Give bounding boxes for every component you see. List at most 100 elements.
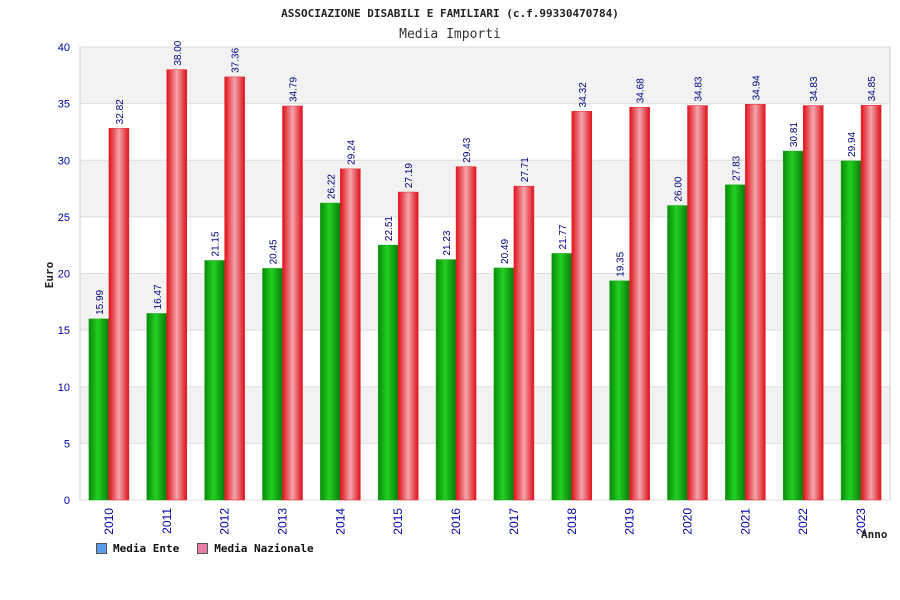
bars (88, 69, 882, 501)
y-tick-label: 15 (58, 325, 70, 337)
bar-media-nazionale-2018 (571, 111, 593, 501)
plot-band (80, 216, 890, 274)
y-tick-label: 30 (58, 155, 70, 167)
value-label: 21.23 (442, 230, 453, 255)
bar-media-ente-2014 (320, 202, 341, 501)
legend-label-media-ente: Media Ente (113, 542, 180, 555)
bar-media-nazionale-2021 (745, 104, 766, 501)
bar-media-ente-2017 (493, 267, 515, 501)
bar-media-nazionale-2016 (455, 166, 477, 501)
bar-media-ente-2010 (88, 318, 110, 501)
y-axis-label: Euro (43, 261, 56, 288)
x-tick-label: 2016 (449, 508, 463, 535)
value-label: 34.83 (809, 76, 820, 101)
bar-media-nazionale-2013 (282, 105, 303, 501)
y-tick-label: 10 (58, 382, 70, 394)
bar-media-nazionale-2022 (802, 105, 824, 501)
plot-band (80, 160, 890, 217)
x-tick-label: 2018 (565, 508, 579, 535)
y-tick-label: 40 (58, 42, 70, 54)
value-label: 34.32 (578, 82, 589, 107)
x-tick-label: 2010 (102, 508, 116, 535)
value-label: 27.19 (404, 163, 415, 188)
bar-media-ente-2015 (377, 244, 399, 501)
chart-title: ASSOCIAZIONE DISABILI E FAMILIARI (c.f.9… (281, 7, 619, 20)
value-label: 22.51 (384, 216, 395, 241)
x-axis-label: Anno (861, 528, 888, 541)
bar-media-ente-2016 (435, 259, 457, 501)
x-tick-label: 2017 (507, 508, 521, 535)
legend-label-media-nazionale: Media Nazionale (214, 542, 314, 555)
x-tick-label: 2013 (276, 508, 290, 535)
x-tick-label: 2011 (160, 508, 174, 534)
value-label: 26.22 (326, 174, 337, 199)
value-label: 27.71 (520, 157, 531, 182)
bar-media-nazionale-2011 (166, 69, 188, 501)
x-tick-label: 2019 (623, 508, 637, 535)
value-label: 20.45 (269, 239, 280, 264)
value-label: 34.94 (751, 75, 762, 100)
bar-media-ente-2022 (782, 150, 804, 501)
bar-media-ente-2020 (667, 205, 688, 501)
x-axis-ticks: 2010 2011 2012 2013 2014 2015 2016 2017 2018 2019… (102, 508, 868, 535)
plot-band (80, 443, 890, 500)
plot-band (80, 330, 890, 387)
bar-media-nazionale-2019 (629, 106, 650, 501)
legend: Media Ente Media Nazionale (96, 542, 314, 555)
value-label: 21.15 (211, 231, 222, 256)
value-label: 30.81 (789, 122, 800, 147)
bar-media-nazionale-2015 (397, 191, 419, 501)
y-axis-ticks: 0 5 10 15 20 25 30 35 40 (58, 42, 70, 507)
bar-media-nazionale-2014 (340, 168, 361, 501)
chart-subtitle: Media Importi (399, 27, 501, 42)
legend-swatch-media-ente (96, 543, 107, 554)
bar-media-nazionale-2017 (513, 185, 535, 501)
value-label: 34.79 (289, 77, 300, 102)
bar-media-ente-2021 (725, 184, 746, 501)
bar-media-nazionale-2010 (108, 128, 130, 501)
value-label: 34.85 (867, 76, 878, 101)
plot-band (80, 386, 890, 444)
value-label: 38.00 (173, 40, 184, 65)
value-label: 27.83 (731, 155, 742, 180)
x-tick-label: 2014 (333, 508, 347, 535)
bar-media-ente-2012 (204, 260, 225, 501)
y-tick-label: 25 (58, 212, 70, 224)
value-label: 19.35 (616, 251, 627, 276)
value-label: 37.36 (231, 47, 242, 72)
plot-band (80, 47, 890, 104)
x-tick-label: 2012 (218, 508, 232, 535)
value-label: 32.82 (115, 99, 126, 124)
value-label: 26.00 (674, 176, 685, 201)
value-label: 34.68 (636, 78, 647, 103)
x-tick-label: 2015 (391, 508, 405, 535)
y-tick-label: 5 (64, 438, 70, 450)
plot-band (80, 273, 890, 331)
plot-band (80, 103, 890, 161)
value-labels: 15.99 32.82 16.47 38.00 21.15 37.36 20.45 34.79… (95, 40, 878, 315)
y-tick-label: 0 (64, 495, 70, 507)
bar-media-ente-2018 (551, 253, 573, 501)
value-label: 34.83 (694, 76, 705, 101)
value-label: 29.24 (346, 139, 357, 164)
bar-media-nazionale-2012 (224, 76, 245, 501)
x-tick-label: 2020 (681, 508, 695, 535)
bar-media-nazionale-2023 (860, 105, 882, 501)
bar-media-ente-2023 (840, 160, 862, 501)
value-label: 21.77 (558, 224, 569, 249)
value-label: 29.94 (847, 131, 858, 156)
legend-swatch-media-nazionale (197, 543, 209, 554)
legend-item-media-nazionale: Media Nazionale (197, 542, 314, 555)
value-label: 29.43 (462, 137, 473, 162)
bar-media-ente-2011 (146, 313, 168, 501)
bar-media-ente-2013 (262, 268, 283, 501)
y-tick-label: 35 (58, 99, 70, 111)
y-tick-label: 20 (58, 269, 70, 281)
legend-item-media-ente: Media Ente (96, 542, 179, 555)
bar-media-nazionale-2020 (687, 105, 708, 501)
x-tick-label: 2023 (854, 508, 868, 535)
x-tick-label: 2021 (738, 508, 752, 535)
bar-media-ente-2019 (609, 280, 630, 501)
value-label: 20.49 (500, 238, 511, 263)
